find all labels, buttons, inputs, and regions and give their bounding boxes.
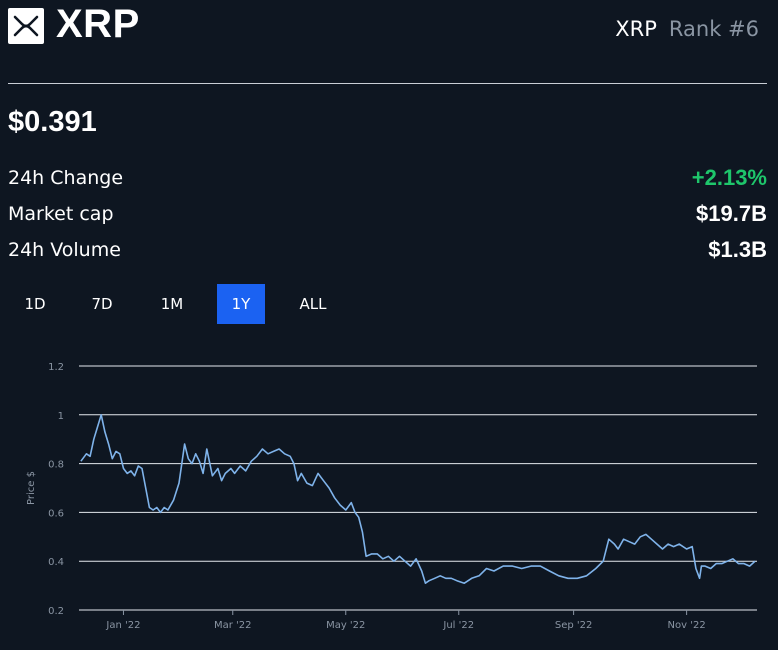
stat-value: $19.7B xyxy=(696,201,767,226)
x-tick-label: Sep '22 xyxy=(555,620,593,631)
range-button-1y[interactable]: 1Y xyxy=(217,284,265,324)
stat-market-cap: Market cap $19.7B xyxy=(8,201,767,229)
y-axis-label: Price $ xyxy=(26,471,37,505)
y-tick-label: 0.2 xyxy=(48,606,64,617)
xrp-logo-icon xyxy=(8,8,44,44)
stat-24h-volume: 24h Volume $1.3B xyxy=(8,237,767,265)
y-tick-label: 0.6 xyxy=(48,508,64,519)
range-button-7d[interactable]: 7D xyxy=(78,284,126,324)
stat-24h-change: 24h Change +2.13% xyxy=(8,165,767,193)
coin-title: XRP xyxy=(56,2,140,46)
range-button-1m[interactable]: 1M xyxy=(148,284,196,324)
y-tick-label: 0.4 xyxy=(48,557,64,568)
y-tick-label: 1.2 xyxy=(48,362,64,373)
y-tick-label: 1 xyxy=(58,411,64,422)
price-series-line xyxy=(80,414,756,584)
coin-header: XRP XRP Rank #6 xyxy=(8,2,772,48)
stat-label: Market cap xyxy=(8,203,114,225)
coin-symbol: XRP xyxy=(615,17,657,41)
x-tick-label: Mar '22 xyxy=(214,620,252,631)
range-button-all[interactable]: ALL xyxy=(289,284,337,324)
stat-label: 24h Volume xyxy=(8,239,121,261)
y-tick-label: 0.8 xyxy=(48,460,64,471)
x-tick-label: Nov '22 xyxy=(668,620,706,631)
stat-value: +2.13% xyxy=(691,165,767,190)
range-button-1d[interactable]: 1D xyxy=(11,284,59,324)
stat-value: $1.3B xyxy=(708,237,767,262)
header-divider xyxy=(8,83,767,84)
x-tick-label: Jul '22 xyxy=(442,620,474,631)
price-chart: 0.2 0.4 0.6 0.8 1 1.2 Price $ Jan '22 Mar '22 May… xyxy=(26,362,757,631)
coin-meta: XRP Rank #6 xyxy=(615,17,759,41)
rank-badge: Rank #6 xyxy=(668,17,759,41)
stat-label: 24h Change xyxy=(8,167,124,189)
x-tick-label: Jan '22 xyxy=(105,620,140,631)
x-tick-label: May '22 xyxy=(326,620,365,631)
current-price: $0.391 xyxy=(8,106,97,138)
